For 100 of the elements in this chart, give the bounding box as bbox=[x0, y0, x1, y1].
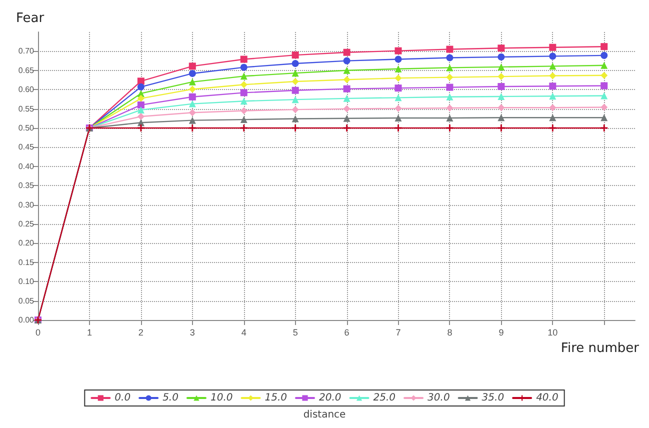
point bbox=[292, 124, 299, 132]
point bbox=[549, 92, 556, 100]
x-tick-label: 9 bbox=[498, 328, 504, 338]
point bbox=[394, 74, 402, 82]
x-tick-label: 10 bbox=[548, 328, 558, 338]
y-tick-label: 0.15 bbox=[18, 258, 35, 267]
point bbox=[549, 114, 556, 122]
point bbox=[394, 94, 402, 102]
point bbox=[188, 124, 196, 132]
point bbox=[292, 115, 299, 122]
point bbox=[188, 78, 196, 86]
point bbox=[240, 81, 248, 88]
point bbox=[188, 109, 196, 116]
x-tick-label: 0 bbox=[35, 328, 41, 338]
y-tick-label: 0.25 bbox=[18, 220, 35, 228]
point bbox=[498, 73, 505, 80]
legend-label: 10.0 bbox=[210, 392, 233, 404]
point bbox=[343, 105, 350, 112]
point bbox=[549, 62, 556, 70]
legend-label: 5.0 bbox=[162, 392, 178, 404]
legend-label: 25.0 bbox=[373, 392, 396, 404]
point bbox=[188, 93, 196, 100]
point bbox=[446, 84, 454, 91]
point bbox=[343, 66, 350, 74]
point bbox=[240, 72, 248, 80]
x-tick-label: 3 bbox=[190, 328, 195, 338]
point bbox=[600, 82, 608, 90]
y-tick-label: 0.55 bbox=[18, 104, 35, 114]
point bbox=[137, 101, 144, 108]
x-tick-label: 6 bbox=[344, 328, 350, 338]
point bbox=[240, 116, 248, 124]
legend-label: 0.0 bbox=[114, 392, 131, 404]
point bbox=[137, 94, 144, 102]
point bbox=[446, 104, 454, 112]
point bbox=[446, 54, 454, 62]
y-tick-label: 0.20 bbox=[18, 238, 35, 248]
point bbox=[343, 114, 350, 122]
point bbox=[498, 124, 505, 132]
point bbox=[137, 112, 144, 120]
point bbox=[292, 60, 299, 67]
point bbox=[292, 52, 299, 59]
point bbox=[137, 124, 144, 132]
point bbox=[394, 124, 402, 132]
point bbox=[188, 62, 196, 70]
point bbox=[446, 64, 454, 72]
point bbox=[188, 86, 196, 93]
x-tick-label: 2 bbox=[138, 328, 144, 338]
point bbox=[549, 82, 556, 90]
point bbox=[549, 72, 556, 80]
y-tick-label: 0.05 bbox=[18, 296, 35, 306]
point bbox=[549, 44, 556, 51]
point bbox=[240, 124, 248, 132]
x-tick-label: 8 bbox=[447, 328, 452, 338]
point bbox=[394, 56, 402, 63]
point bbox=[240, 89, 248, 96]
point bbox=[498, 83, 505, 90]
point bbox=[446, 93, 454, 100]
point bbox=[498, 44, 505, 52]
x-tick-label: 7 bbox=[396, 328, 401, 338]
point bbox=[292, 78, 299, 86]
point bbox=[240, 64, 248, 71]
point bbox=[343, 57, 350, 64]
point bbox=[446, 74, 454, 81]
point bbox=[600, 114, 608, 122]
legend-title: distance bbox=[303, 410, 346, 420]
point bbox=[394, 65, 402, 72]
y-tick-label: 0.70 bbox=[18, 46, 35, 56]
legend-label: 40.0 bbox=[536, 392, 558, 404]
point bbox=[498, 93, 505, 100]
point bbox=[292, 106, 299, 114]
point bbox=[600, 62, 608, 69]
point bbox=[549, 124, 556, 132]
y-tick-label: 0.65 bbox=[18, 66, 35, 75]
legend-label: 35.0 bbox=[482, 392, 504, 404]
legend-label: 20.0 bbox=[319, 392, 342, 404]
y-tick-label: 0.50 bbox=[18, 124, 35, 132]
point bbox=[600, 52, 608, 59]
point bbox=[394, 47, 402, 54]
point bbox=[446, 124, 454, 132]
point bbox=[549, 104, 556, 112]
point bbox=[498, 104, 505, 112]
point bbox=[600, 124, 608, 132]
point bbox=[188, 100, 196, 108]
point bbox=[343, 48, 350, 56]
point bbox=[446, 114, 454, 122]
point bbox=[498, 114, 505, 122]
point bbox=[394, 104, 402, 112]
legend-label: 15.0 bbox=[264, 392, 288, 404]
point bbox=[600, 104, 608, 111]
x-tick-label: 5 bbox=[292, 328, 298, 338]
point bbox=[394, 84, 402, 92]
y-tick-label: 0.30 bbox=[18, 200, 35, 210]
x-tick-label: 1 bbox=[86, 328, 92, 338]
y-tick-label: 0.35 bbox=[18, 181, 35, 190]
point bbox=[137, 78, 144, 85]
point bbox=[240, 107, 248, 114]
point bbox=[498, 53, 505, 60]
y-tick-label: 0.60 bbox=[18, 85, 35, 94]
point bbox=[600, 92, 608, 100]
point bbox=[292, 96, 299, 104]
